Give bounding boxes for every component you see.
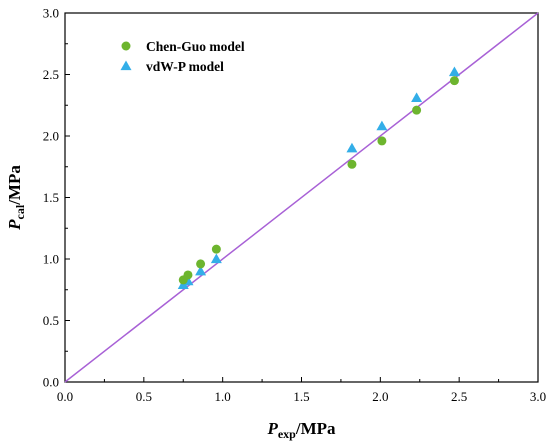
y-axis-ticks: 0.0 0.5 1.0 1.5 2.0 2.5 3.0	[43, 6, 70, 390]
y-axis-title-sub: cal	[13, 204, 27, 219]
y-axis-title-main: P	[5, 219, 24, 231]
y-axis-title: Pcal/MPa	[5, 165, 27, 231]
legend-label: vdW-P model	[146, 59, 224, 74]
x-tick-label: 0.5	[136, 389, 152, 404]
data-point-triangle	[448, 66, 460, 77]
y-tick-label: 1.5	[43, 190, 59, 205]
data-point-circle	[183, 270, 193, 280]
data-point-triangle	[376, 120, 388, 131]
x-tick-label: 2.5	[451, 389, 467, 404]
legend-marker-circle	[121, 41, 131, 51]
data-point-triangle	[411, 92, 423, 102]
data-point-circle	[196, 259, 206, 269]
x-tick-label: 3.0	[530, 389, 546, 404]
legend-marker-triangle	[120, 60, 132, 71]
y-tick-label: 3.0	[43, 6, 59, 21]
reference-line-group	[64, 12, 539, 383]
legend-label: Chen-Guo model	[146, 39, 245, 54]
x-tick-label: 1.5	[293, 389, 309, 404]
data-point-circle	[211, 244, 221, 254]
x-axis-title: Pexp/MPa	[266, 419, 336, 441]
data-point-circle	[449, 76, 459, 86]
x-axis-title-unit: /MPa	[295, 419, 336, 438]
x-tick-label: 1.0	[215, 389, 231, 404]
data-point-triangle	[195, 265, 207, 276]
x-tick-label: 0.0	[57, 389, 73, 404]
data-point-triangle	[346, 142, 358, 153]
x-axis-title-main: P	[266, 419, 278, 438]
x-axis-title-sub: exp	[278, 427, 296, 441]
y-tick-label: 2.5	[43, 67, 59, 82]
legend: Chen-Guo model vdW-P model	[120, 39, 245, 74]
y-tick-label: 0.5	[43, 313, 59, 328]
y-tick-label: 0.0	[43, 375, 59, 390]
data-point-circle	[377, 136, 387, 146]
data-point-circle	[347, 159, 357, 169]
y-axis-title-unit: /MPa	[5, 165, 24, 206]
x-axis-ticks: 0.0 0.5 1.0 1.5 2.0 2.5 3.0	[57, 377, 546, 404]
x-tick-label: 2.0	[372, 389, 388, 404]
y-tick-label: 2.0	[43, 129, 59, 144]
data-point-triangle	[210, 253, 222, 264]
data-point-circle	[412, 105, 422, 115]
reference-line	[64, 12, 539, 383]
y-tick-label: 1.0	[43, 252, 59, 267]
data-markers	[177, 66, 460, 289]
